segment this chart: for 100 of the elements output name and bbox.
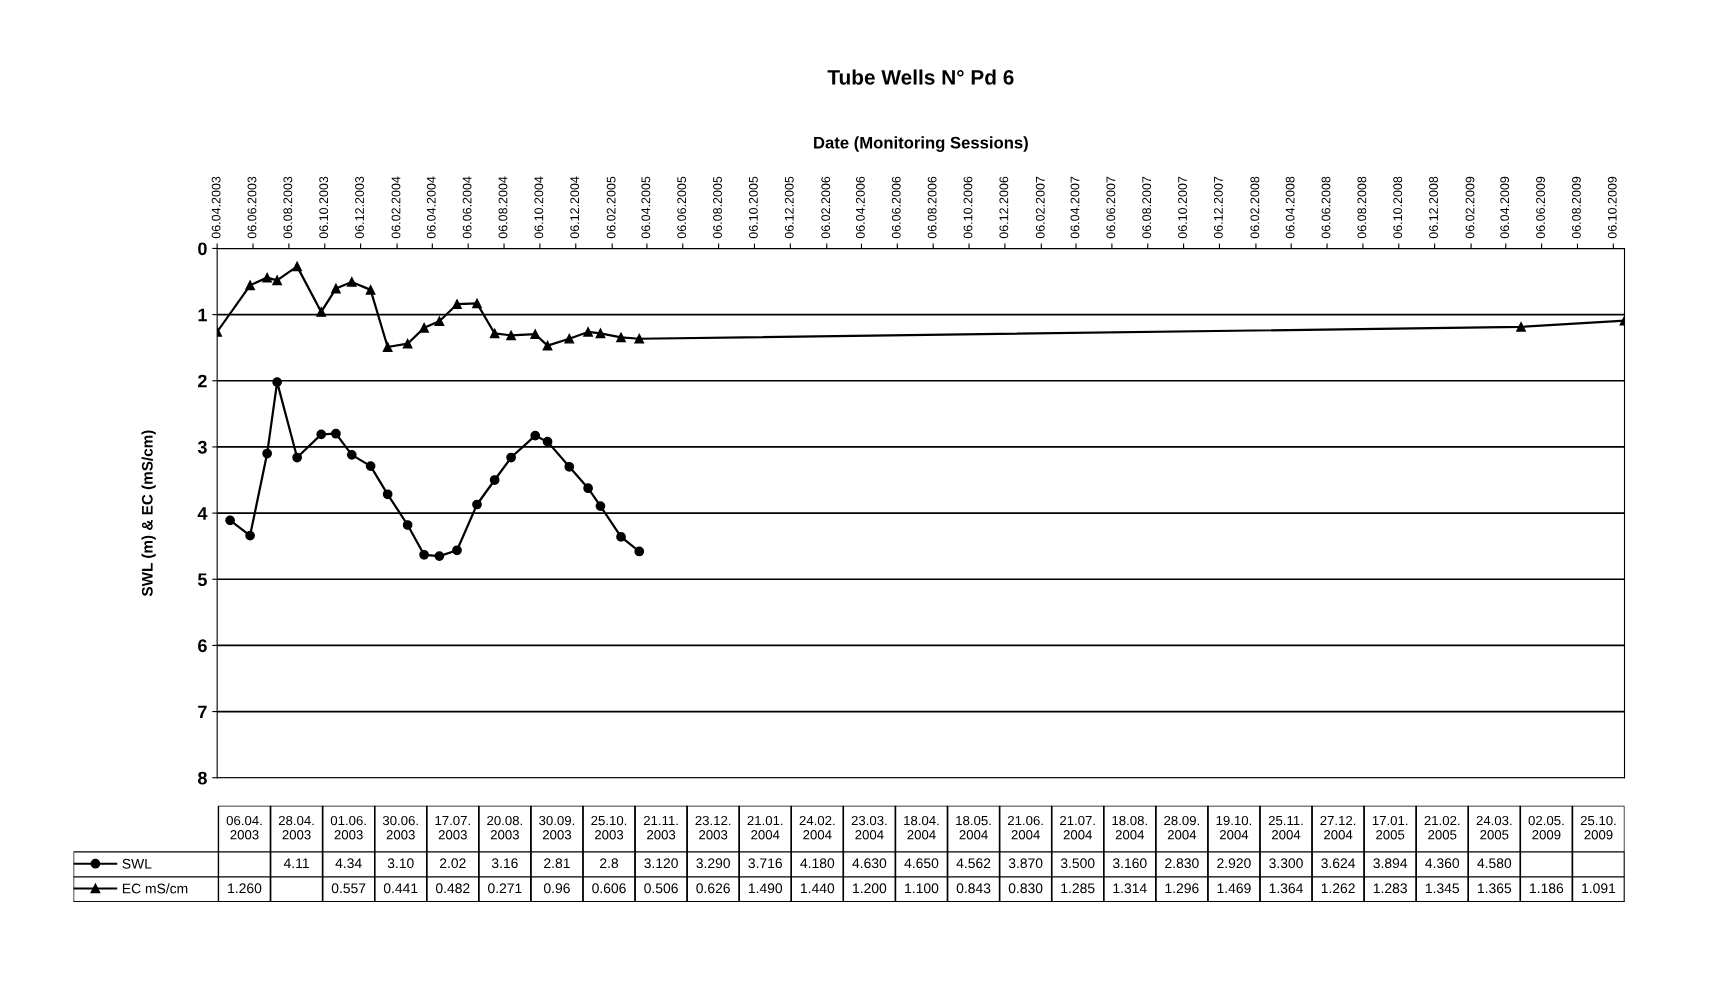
text: 21.06. 2004: [1007, 815, 1043, 840]
text: 02.05. 2009: [1528, 815, 1564, 840]
y-tick-label: 8: [197, 771, 207, 785]
y-tick-label: 0: [198, 242, 207, 256]
x-tick-label: 06.04.2008: [1285, 176, 1295, 239]
point: [262, 448, 272, 459]
text: 21.07. 2004: [1060, 815, 1095, 840]
text: 1.365: [1477, 883, 1512, 894]
text: 01.06. 2003: [330, 815, 366, 840]
x-tick-label: 06.04.2003: [211, 176, 221, 239]
y-tick-label: 2: [198, 374, 207, 388]
x-tick-label: 06.08.2003: [283, 176, 293, 239]
text: 1.469: [1217, 883, 1251, 894]
text: 28.04. 2003: [278, 815, 314, 840]
point: [272, 275, 282, 286]
x-tick-label: 06.12.2005: [784, 176, 794, 239]
point: [542, 436, 553, 447]
text: 3.716: [748, 858, 783, 869]
y-axis-title: SWL (m) & EC (mS/cm): [141, 430, 156, 597]
point: [472, 298, 482, 309]
point: [634, 333, 645, 344]
legend-label: EC mS/cm: [122, 883, 188, 894]
point: [365, 285, 376, 295]
point: [506, 330, 516, 341]
text: 2.81: [544, 858, 570, 869]
text: 4.360: [1425, 858, 1460, 869]
text: 3.160: [1112, 858, 1147, 869]
point: [472, 499, 482, 510]
text: 17.07. 2003: [435, 815, 470, 840]
point: [331, 428, 341, 439]
x-tick-label: 06.10.2004: [534, 176, 544, 239]
text: 2.920: [1217, 858, 1251, 869]
text: 23.03. 2004: [851, 815, 887, 840]
text: 1.490: [748, 883, 783, 894]
x-tick-label: 06.08.2009: [1571, 176, 1581, 239]
point: [506, 452, 516, 463]
point: [542, 340, 553, 351]
point: [530, 430, 541, 441]
text: 18.05. 2004: [956, 815, 991, 840]
x-tick-label: 06.02.2004: [391, 176, 401, 239]
text: 06.04. 2003: [226, 815, 262, 840]
point: [292, 261, 302, 272]
text: 0.843: [956, 883, 991, 894]
text: 1.296: [1165, 883, 1199, 894]
x-tick-label: 06.08.2007: [1142, 176, 1152, 239]
text: 2.830: [1165, 858, 1199, 869]
point: [346, 450, 357, 460]
point: [245, 280, 255, 291]
x-tick-label: 06.02.2007: [1035, 176, 1045, 239]
text: 0.271: [488, 883, 522, 894]
x-tick-label: 06.04.2009: [1500, 176, 1510, 239]
x-tick-label: 06.06.2009: [1536, 176, 1545, 239]
x-tick-label: 06.04.2006: [855, 176, 865, 239]
text: 1.314: [1113, 883, 1147, 894]
x-tick-label: 06.04.2007: [1070, 176, 1080, 239]
text: 27.12. 2004: [1320, 815, 1356, 840]
x-tick-label: 06.12.2008: [1429, 176, 1438, 239]
point: [530, 329, 541, 340]
text: 2.02: [439, 858, 466, 869]
text: 3.300: [1269, 858, 1303, 869]
x-tick-label: 06.02.2009: [1465, 176, 1475, 239]
text: 1.364: [1269, 883, 1303, 894]
x-tick-label: 06.04.2005: [641, 176, 651, 239]
text: 25.11. 2004: [1268, 815, 1303, 840]
text: 1.091: [1582, 883, 1616, 894]
x-tick-label: 06.06.2008: [1321, 176, 1331, 239]
text: 1.260: [228, 883, 262, 894]
y-tick-label: 5: [197, 573, 207, 586]
text: 1.283: [1373, 883, 1407, 894]
point: [583, 483, 593, 494]
text: 21.11. 2003: [643, 815, 678, 840]
point: [346, 277, 357, 287]
point: [595, 328, 606, 339]
x-tick-label: 06.06.2003: [247, 176, 257, 239]
point: [452, 545, 462, 556]
text: 4.580: [1477, 858, 1512, 869]
y-tick-label: 3: [197, 440, 207, 454]
text: 1.200: [853, 883, 887, 894]
text: 0.96: [543, 883, 570, 894]
x-tick-label: 06.06.2004: [462, 176, 472, 239]
text: 0.482: [435, 883, 470, 894]
point: [292, 452, 302, 463]
x-tick-label: 06.06.2005: [677, 176, 687, 239]
text: 24.02. 2004: [799, 815, 835, 840]
text: 3.120: [644, 858, 678, 869]
point: [595, 501, 606, 511]
point: [419, 549, 429, 560]
text: 3.870: [1008, 858, 1043, 869]
text: 3.290: [696, 858, 730, 869]
point: [634, 546, 645, 557]
x-tick-label: 06.10.2005: [748, 176, 758, 239]
point: [419, 322, 429, 333]
text: 3.894: [1373, 858, 1408, 869]
point: [616, 332, 626, 343]
x-tick-label: 06.04.2004: [426, 176, 436, 239]
text: 3.10: [387, 858, 414, 869]
x-tick-label: 06.12.2006: [999, 176, 1009, 239]
text: 1.262: [1321, 883, 1355, 894]
text: 3.16: [491, 858, 518, 869]
text: 2.8: [600, 858, 619, 869]
